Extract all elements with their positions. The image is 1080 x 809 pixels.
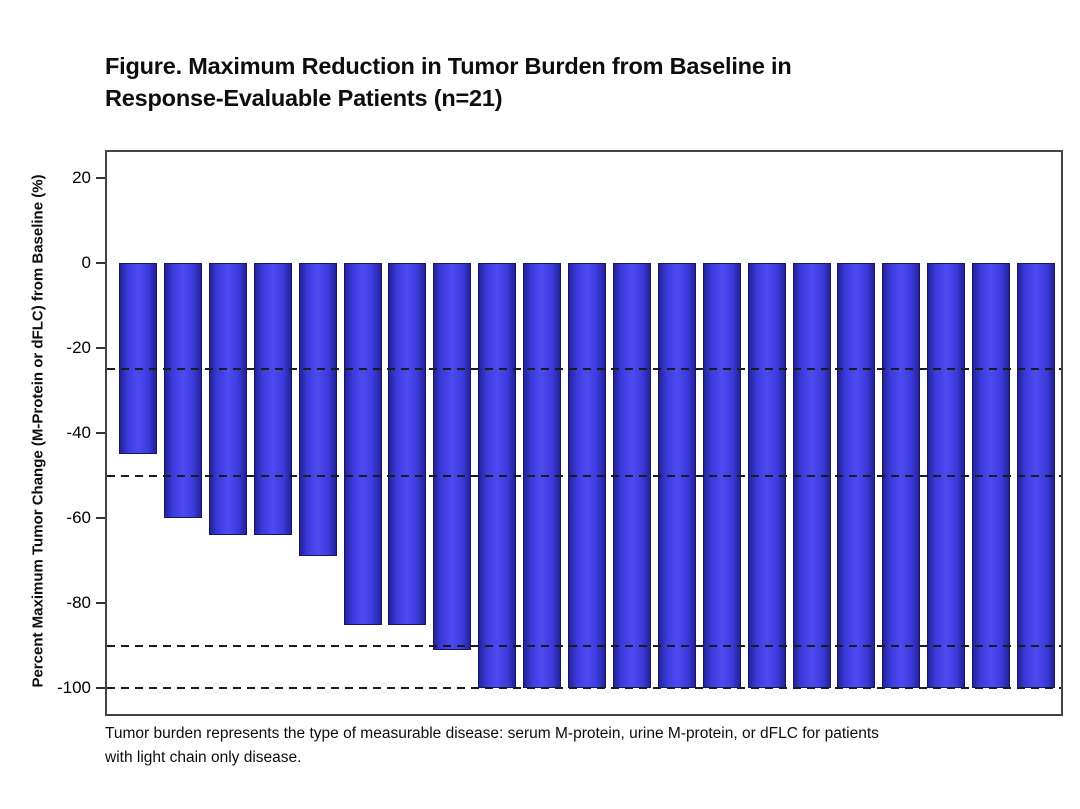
reference-line--50	[107, 474, 1061, 477]
y-tick-label: 20	[72, 167, 91, 187]
bar-patient-3	[208, 262, 247, 536]
y-tick-label: -60	[66, 508, 91, 528]
figure-title: Figure. Maximum Reduction in Tumor Burde…	[105, 50, 985, 114]
y-tick-mark	[96, 346, 105, 349]
figure-title-line-2: Response-Evaluable Patients (n=21)	[105, 85, 503, 111]
footnote: Tumor burden represents the type of meas…	[105, 722, 1005, 770]
y-tick-mark	[96, 687, 105, 690]
y-tick-label: -100	[56, 678, 91, 698]
plot-area: 20 0 -20 -40 -60 -80 -100	[57, 150, 1063, 716]
bar-patient-5	[298, 262, 337, 557]
footnote-line-1: Tumor burden represents the type of meas…	[105, 725, 879, 742]
bar-patient-7	[388, 262, 427, 625]
reference-line--90	[107, 644, 1061, 647]
bar-patient-6	[343, 262, 382, 625]
y-tick-mark	[96, 517, 105, 520]
bar-patient-1	[119, 262, 157, 455]
bar-patient-2	[163, 262, 202, 519]
reference-line--25	[107, 368, 1061, 371]
y-axis-label: Percent Maximum Tumor Change (M-Protein …	[29, 174, 47, 688]
y-tick-label: -40	[66, 423, 91, 442]
bar-patient-8	[433, 262, 472, 651]
y-tick-mark	[96, 602, 105, 605]
y-tick-mark	[96, 432, 105, 434]
reference-line--100	[107, 687, 1061, 690]
y-tick-mark	[96, 261, 105, 264]
y-tick-label: 0	[81, 252, 91, 272]
bar-patient-4	[253, 262, 292, 536]
y-tick-mark	[96, 176, 105, 179]
y-tick-label: -80	[66, 593, 91, 613]
y-tick-label: -20	[66, 337, 91, 357]
footnote-line-2: with light chain only disease.	[105, 749, 302, 766]
figure-title-line-1: Figure. Maximum Reduction in Tumor Burde…	[105, 53, 792, 79]
